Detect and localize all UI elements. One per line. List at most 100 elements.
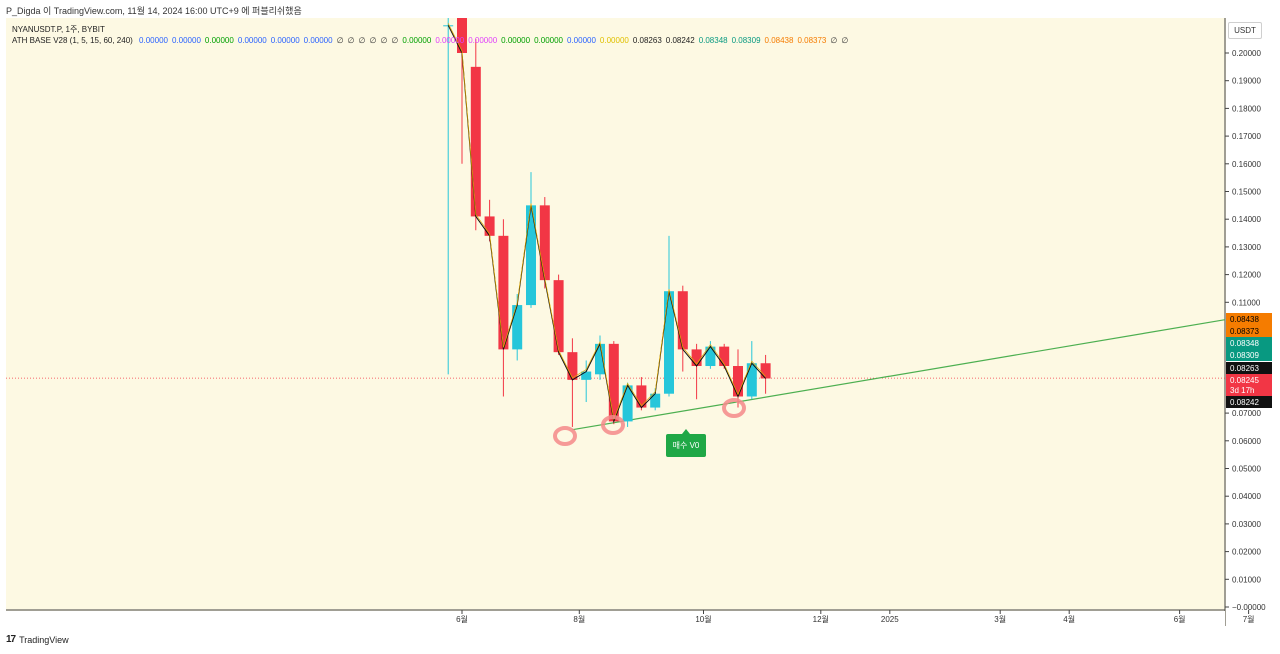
indicator-value: 0.00000	[171, 36, 201, 45]
chart-area[interactable]: 0.20000 0.19000 0.18000 0.17000 0.16000 0.150…	[6, 18, 1274, 626]
price-tag: 0.08242	[1230, 398, 1259, 407]
candle-body	[484, 216, 495, 236]
candle-body	[553, 280, 564, 353]
candle-body	[526, 205, 536, 306]
candle-body	[691, 349, 702, 367]
indicator-value: 0.00000	[402, 36, 432, 45]
candle-body	[760, 363, 771, 379]
price-chart[interactable]: 0.20000 0.19000 0.18000 0.17000 0.16000 0.150…	[6, 18, 1274, 626]
indicator-value: ∅	[336, 36, 344, 45]
indicator-value: 0.08438	[764, 36, 794, 45]
trendline	[572, 319, 1226, 431]
price-axis-label: 0.11000	[1232, 298, 1261, 307]
candle-body	[457, 18, 467, 53]
indicator-value: 0.00000	[139, 36, 168, 45]
indicator-value: ∅	[841, 36, 849, 45]
price-axis-label: 0.01000	[1232, 575, 1261, 584]
indicator-value: ∅	[380, 36, 388, 45]
price-axis-label: 0.07000	[1232, 409, 1261, 418]
candle-body	[677, 291, 688, 350]
indicator-value: 0.00000	[468, 36, 498, 45]
hand-drawn-circle	[722, 398, 746, 418]
indicator-value: 0.00000	[599, 36, 629, 45]
price-tag: 0.08373	[1230, 327, 1259, 336]
hand-drawn-circle	[553, 426, 577, 446]
indicator-value: 0.08373	[797, 36, 827, 45]
footer-brand: TradingView	[19, 634, 69, 645]
indicator-value: 0.00000	[435, 36, 465, 45]
time-axis-label: 6월	[1174, 614, 1186, 624]
candle-body	[622, 385, 633, 422]
candle-body	[719, 346, 730, 367]
symbol-legend[interactable]: NYANUSDT.P, 1주, BYBIT	[12, 24, 109, 35]
price-axis-label: 0.03000	[1232, 520, 1261, 529]
indicator-value: ∅	[358, 36, 366, 45]
time-axis-label: 2025	[881, 615, 899, 624]
chart-grid	[6, 18, 1274, 626]
price-axis-label: 0.19000	[1232, 77, 1261, 86]
price-tag: 0.08438	[1230, 315, 1259, 324]
indicator-value: 0.08263	[632, 36, 662, 45]
price-axis-label: 0.12000	[1232, 271, 1261, 280]
price-tag-bg	[1226, 396, 1272, 408]
time-axis-label: 3월	[994, 614, 1006, 624]
price-axis-label: 0.02000	[1232, 548, 1261, 557]
indicator-line	[447, 25, 766, 424]
price-tag: 0.08263	[1230, 364, 1259, 373]
price-axis-label: 0.17000	[1232, 132, 1261, 141]
price-axis-label: 0.04000	[1232, 492, 1261, 501]
indicator-value: 0.08242	[665, 36, 695, 45]
price-tag: 3d 17h	[1230, 386, 1254, 395]
tradingview-logo-icon: 17	[6, 634, 16, 645]
price-tag-bg	[1226, 362, 1272, 374]
currency-button[interactable]: USDT	[1228, 22, 1262, 39]
time-axis-label: 7월	[1243, 614, 1255, 624]
hand-drawn-circle	[601, 415, 625, 435]
price-tag-bg	[1226, 374, 1272, 386]
indicator-values: 0.00000 0.00000 0.00000 0.00000 0.00000 0.000…	[139, 36, 852, 45]
price-tag: 0.08245	[1230, 376, 1259, 385]
candle-body	[581, 371, 592, 380]
time-axis-label: 4월	[1063, 614, 1075, 624]
candle-body	[595, 343, 605, 375]
price-tag-bg	[1226, 337, 1272, 349]
candle-body	[498, 235, 509, 350]
symbol-info[interactable]: NYANUSDT.P, 1주, BYBIT	[12, 25, 105, 34]
price-axis-label: 0.20000	[1232, 49, 1261, 58]
candle-body	[636, 385, 647, 408]
time-axis-bg	[6, 611, 1225, 626]
candles-layer	[443, 18, 771, 427]
candle-body	[512, 305, 523, 350]
markers-layer	[553, 398, 746, 446]
candle-body	[746, 363, 757, 397]
price-tag-bg	[1226, 313, 1272, 325]
indicator-value: 0.00000	[534, 36, 563, 45]
price-axis-label: 0.13000	[1232, 243, 1261, 252]
price-tag-bg	[1226, 325, 1272, 337]
indicator-value: ∅	[391, 36, 399, 45]
candle-body	[664, 291, 674, 394]
price-axis-label: 0.06000	[1232, 437, 1261, 446]
price-tag-bg	[1226, 349, 1272, 361]
time-axis-label: 6월	[456, 614, 468, 624]
indicator-legend[interactable]: ATH BASE V28 (1, 5, 15, 60, 240) 0.00000…	[12, 36, 856, 45]
price-tag: 0.08309	[1230, 351, 1259, 360]
candle-body	[539, 205, 550, 281]
indicator-value: ∅	[369, 36, 377, 45]
time-axis: 6월 8월 10월 12월 2025 3월 4월 6월 7월	[456, 610, 1255, 624]
candle-body	[608, 343, 619, 422]
price-axis-label: 0.18000	[1232, 104, 1261, 113]
price-axis-label: −0.00000	[1232, 603, 1266, 612]
indicator-value: 0.08309	[731, 36, 761, 45]
indicator-value: 0.00000	[237, 36, 267, 45]
buy-signal-label: 매수 V0	[666, 429, 706, 457]
indicator-value: 0.00000	[501, 36, 531, 45]
price-axis-label: 0.15000	[1232, 188, 1261, 197]
price-tag-bg	[1226, 384, 1272, 396]
indicator-name[interactable]: ATH BASE V28 (1, 5, 15, 60, 240)	[12, 36, 133, 45]
indicator-value: ∅	[347, 36, 355, 45]
candle-body	[567, 352, 578, 380]
indicator-value: 0.00000	[303, 36, 333, 45]
candle-body	[470, 66, 481, 217]
indicator-value: 0.08348	[698, 36, 728, 45]
